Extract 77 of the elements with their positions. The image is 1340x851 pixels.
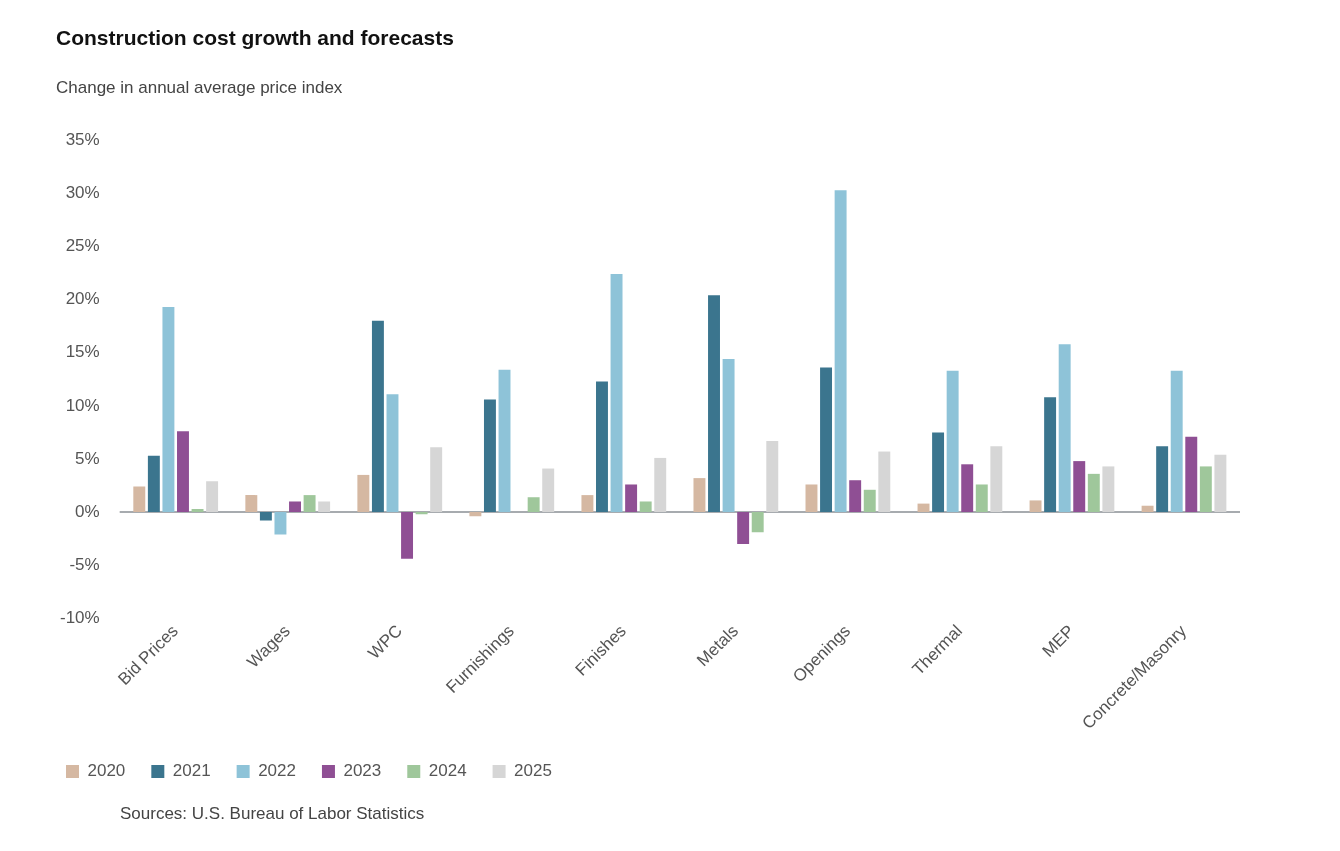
bar <box>1170 370 1183 513</box>
bar <box>961 464 974 513</box>
bar <box>1058 344 1071 513</box>
bar <box>527 497 540 513</box>
bar <box>274 512 287 535</box>
bar <box>542 468 555 513</box>
bar <box>596 381 608 513</box>
y-tick-label: 20% <box>65 289 100 309</box>
bar <box>990 446 1003 513</box>
bar <box>581 495 594 513</box>
bar <box>878 451 891 513</box>
bar <box>469 512 482 517</box>
bar <box>1073 461 1086 513</box>
bar <box>849 480 862 513</box>
bar <box>147 455 160 513</box>
y-tick-label: 5% <box>75 448 100 468</box>
source-note: Sources: U.S. Bureau of Labor Statistics <box>120 804 425 824</box>
bar <box>975 484 988 513</box>
bar <box>133 486 146 513</box>
y-tick-label: 15% <box>65 342 100 362</box>
bar <box>206 481 219 513</box>
bar <box>834 190 847 513</box>
y-tick-label: 0% <box>75 501 100 521</box>
chart-subtitle: Change in annual average price index <box>56 78 343 98</box>
bar <box>386 394 399 513</box>
bar <box>357 474 370 513</box>
bar <box>1141 505 1154 513</box>
bar <box>708 295 720 513</box>
bar <box>693 478 706 513</box>
y-tick-label: 10% <box>65 395 100 415</box>
legend-label: 2020 <box>87 761 126 781</box>
bar <box>820 367 833 513</box>
y-tick-label: 30% <box>65 183 100 203</box>
y-tick-label: 35% <box>65 129 100 149</box>
bar <box>1156 446 1169 513</box>
bar <box>415 512 428 515</box>
bar <box>863 489 876 513</box>
legend-label: 2021 <box>172 761 211 781</box>
bar <box>946 370 959 513</box>
bar <box>401 512 414 559</box>
bar <box>318 501 331 513</box>
bar <box>805 484 818 513</box>
bar <box>162 307 175 513</box>
bar <box>498 369 511 513</box>
bar <box>932 432 945 513</box>
bar <box>1185 436 1198 513</box>
chart-title: Construction cost growth and forecasts <box>56 26 454 50</box>
bar <box>245 495 258 513</box>
bar <box>1087 473 1100 513</box>
bar <box>1044 397 1057 513</box>
bar <box>654 457 667 513</box>
legend-label: 2022 <box>258 761 296 781</box>
bar <box>289 501 301 513</box>
bar <box>371 320 384 513</box>
bar <box>610 274 623 513</box>
bar <box>737 512 750 544</box>
legend-label: 2024 <box>428 761 467 781</box>
y-tick-label: 25% <box>65 236 100 256</box>
y-tick-label: -10% <box>60 608 100 628</box>
bar <box>639 501 652 513</box>
bar <box>177 431 189 513</box>
bar <box>625 484 638 513</box>
legend-label: 2025 <box>514 761 552 781</box>
bar <box>191 508 204 513</box>
bar <box>722 359 735 513</box>
bar <box>430 447 443 513</box>
bar <box>766 440 779 513</box>
bar <box>259 512 272 521</box>
bar <box>303 495 316 513</box>
bar <box>483 399 496 513</box>
y-tick-label: -5% <box>69 554 100 574</box>
bar <box>1029 500 1042 513</box>
bar <box>751 512 764 533</box>
bar <box>1214 454 1227 513</box>
legend-label: 2023 <box>343 761 382 781</box>
bar <box>1102 466 1115 513</box>
bar <box>1199 466 1212 513</box>
